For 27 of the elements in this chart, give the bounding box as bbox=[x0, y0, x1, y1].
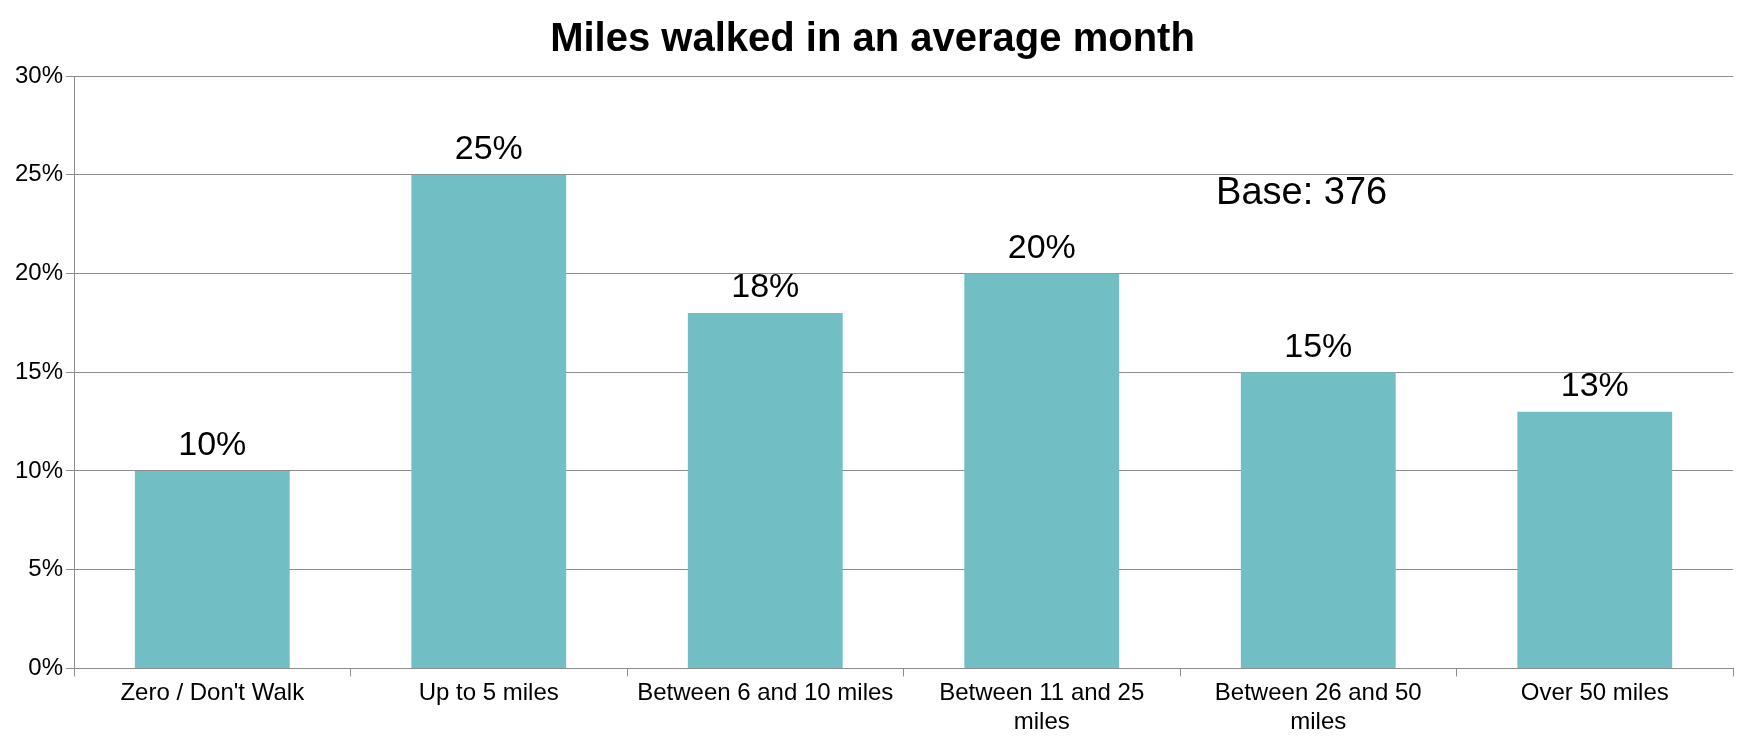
chart-title: Miles walked in an average month bbox=[550, 15, 1195, 60]
x-tick-label: Up to 5 miles bbox=[418, 678, 559, 706]
bar bbox=[411, 174, 567, 668]
x-tick-label: Between 6 and 10 miles bbox=[637, 678, 894, 706]
bar bbox=[1240, 372, 1396, 668]
bar bbox=[1517, 411, 1673, 668]
data-label: 18% bbox=[731, 266, 800, 305]
annotation: Base: 376 bbox=[1216, 169, 1388, 212]
data-label: 25% bbox=[454, 128, 523, 167]
bar bbox=[687, 312, 843, 668]
data-label: 15% bbox=[1284, 325, 1353, 364]
y-tick-label: 20% bbox=[14, 258, 64, 286]
data-label: 10% bbox=[178, 424, 247, 463]
y-tick-label: 30% bbox=[14, 60, 64, 88]
y-tick-label: 0% bbox=[28, 653, 64, 681]
data-label: 20% bbox=[1007, 226, 1076, 265]
y-tick-label: 5% bbox=[28, 554, 64, 582]
x-tick-label: Zero / Don't Walk bbox=[120, 678, 306, 706]
bar bbox=[134, 470, 290, 668]
y-tick-label: 25% bbox=[14, 159, 64, 187]
y-tick-label: 15% bbox=[14, 356, 64, 384]
x-tick-label: Between 11 and 25 miles bbox=[939, 678, 1145, 735]
data-label: 13% bbox=[1560, 365, 1629, 404]
y-tick-label: 10% bbox=[14, 455, 64, 483]
x-tick-label: Between 26 and 50 miles bbox=[1214, 678, 1422, 735]
x-tick-label: Over 50 miles bbox=[1520, 678, 1669, 706]
bar bbox=[964, 273, 1120, 668]
